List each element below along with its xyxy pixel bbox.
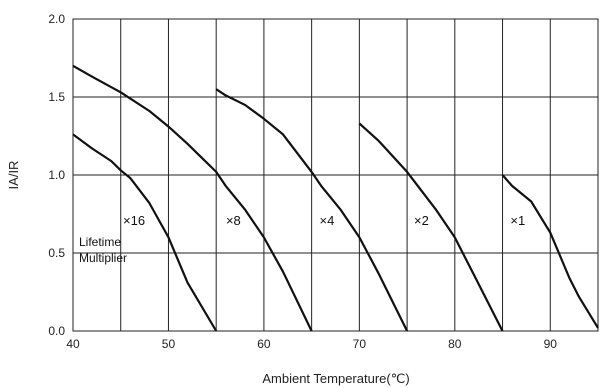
y-tick-label: 1.5 [48,90,65,104]
y-tick-label: 2.0 [48,12,65,26]
grid [72,18,599,332]
y-tick-label: 0.0 [48,324,65,338]
annotation-multiplier: Multiplier [79,251,127,265]
x-tick-label: 40 [66,337,80,351]
curve-labels: ×16 ×8 ×4 ×2 ×1 [123,213,525,228]
x-tick-label: 70 [353,337,367,351]
curves [72,64,599,332]
curve-label: ×16 [123,213,145,228]
curve-label: ×1 [510,213,525,228]
y-tick-label: 0.5 [48,246,65,260]
curve-line [215,171,313,332]
curve-label: ×8 [226,213,241,228]
x-tick-label: 80 [448,337,462,351]
curve-line [358,122,504,332]
curve-line [215,88,313,173]
curve-label: ×4 [319,213,334,228]
ticks: 40 50 60 70 80 90 0.0 0.5 1.0 1.5 2.0 [48,12,557,351]
x-tick-label: 50 [162,337,176,351]
curve-line [72,133,218,332]
y-tick-label: 1.0 [48,168,65,182]
curve-line [72,64,217,173]
x-tick-label: 90 [544,337,558,351]
curve-label: ×2 [414,213,429,228]
curve-line [501,174,599,329]
x-axis-label: Ambient Temperature(℃) [262,371,409,386]
y-axis-label: IA/IR [6,161,21,190]
x-tick-label: 60 [257,337,271,351]
annotation-lifetime: Lifetime [79,235,121,249]
curve-line [310,171,409,332]
